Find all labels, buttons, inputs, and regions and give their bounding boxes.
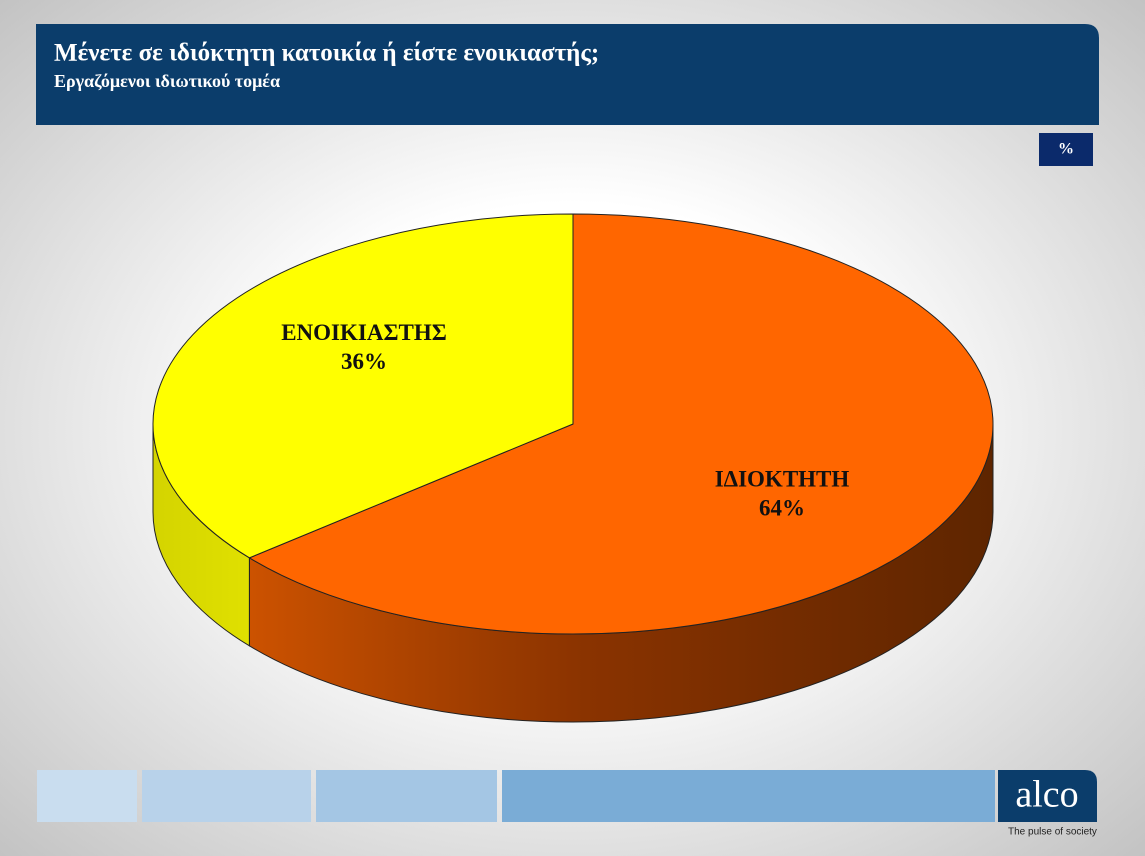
value-label: 36%: [341, 349, 387, 374]
slice: [248, 213, 994, 635]
header-box: [36, 24, 1099, 125]
pie: ΙΔΙΟΚΤΗΤΗ 64% ΕΝΟΙΚΙΑΣΤΗΣ 36%: [152, 213, 994, 723]
unit-box: [1039, 133, 1093, 166]
category-label: ΕΝΟΙΚΙΑΣΤΗΣ: [281, 320, 447, 345]
slice: [152, 213, 574, 559]
footer-bar: [316, 770, 497, 822]
footer-bar: [37, 770, 137, 822]
unit-label: %: [1058, 141, 1074, 158]
value-label: 64%: [759, 495, 805, 520]
footer-bar: [502, 770, 995, 822]
chart-subtitle: Εργαζόμενοι ιδιωτικού τομέα: [54, 71, 280, 91]
chart-title: Μένετε σε ιδιόκτητη κατοικία ή είστε ενο…: [54, 40, 599, 67]
footer-bar: [142, 770, 311, 822]
tagline: The pulse of society: [1008, 827, 1097, 838]
logo: alco: [1015, 774, 1078, 816]
logo-box: [998, 770, 1097, 822]
category-label: ΙΔΙΟΚΤΗΤΗ: [715, 466, 850, 491]
